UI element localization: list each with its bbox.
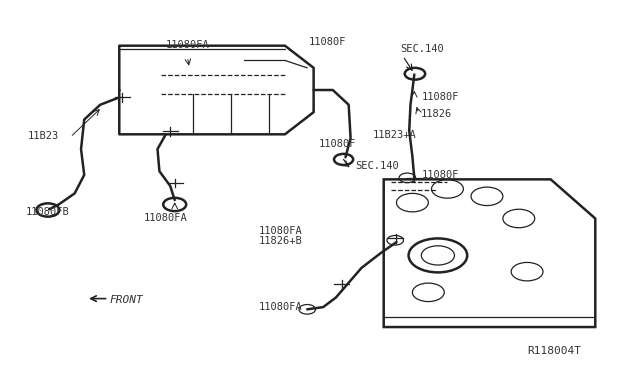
Text: 11080FA: 11080FA	[259, 302, 302, 312]
Text: 11B23: 11B23	[28, 131, 59, 141]
Text: 11080F: 11080F	[309, 37, 346, 47]
Text: FRONT: FRONT	[109, 295, 143, 305]
Text: 11B23+A: 11B23+A	[372, 130, 416, 140]
Text: R118004T: R118004T	[527, 346, 581, 356]
Text: 11080FB: 11080FB	[26, 207, 69, 217]
Text: 11080FA: 11080FA	[259, 226, 302, 236]
Text: 11080F: 11080F	[422, 170, 460, 180]
Text: 11080FA: 11080FA	[144, 212, 188, 222]
Text: 11080FA: 11080FA	[166, 40, 209, 50]
Text: 11080F: 11080F	[319, 139, 356, 149]
Text: SEC.140: SEC.140	[355, 161, 399, 171]
Text: SEC.140: SEC.140	[400, 44, 444, 54]
Text: 11826+B: 11826+B	[259, 236, 302, 246]
Text: 11080F: 11080F	[422, 92, 460, 102]
Text: 11826: 11826	[420, 109, 452, 119]
